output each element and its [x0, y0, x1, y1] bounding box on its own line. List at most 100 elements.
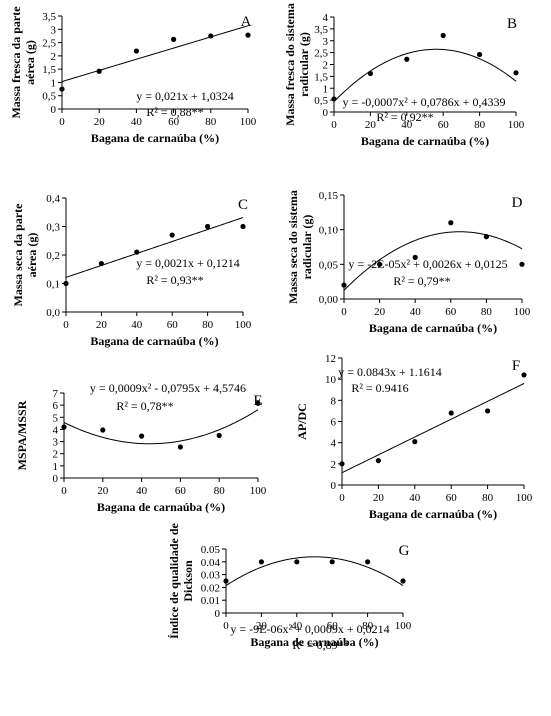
x-tick-label: 40: [131, 319, 143, 331]
x-tick-label: 80: [362, 620, 374, 632]
chart-panel-c: 0,0 0,1 0,2 0,3 0,4 0 20 40 60 80 100 Bagana de car…: [11, 193, 252, 348]
y-tick-label: 2: [51, 51, 57, 63]
y-tick-label: 0: [323, 107, 329, 119]
r-squared: R² = 0,79**: [393, 274, 450, 288]
y-axis-label-line: radicular (g): [300, 215, 314, 280]
y-tick-label: 3,5: [42, 11, 56, 23]
y-tick-label: 0: [51, 104, 57, 116]
y-tick-label: 6: [331, 417, 337, 429]
data-point: [294, 559, 300, 565]
r-squared: R² = 0,78**: [116, 399, 173, 413]
x-tick-label: 20: [94, 116, 106, 128]
x-tick-label: 60: [445, 306, 457, 318]
trend-line: [61, 25, 249, 83]
y-axis-label-line: AP/DC: [295, 403, 309, 440]
x-tick-label: 20: [374, 306, 386, 318]
x-tick-label: 20: [365, 119, 377, 131]
data-point: [245, 32, 251, 38]
x-tick-label: 0: [61, 485, 67, 497]
y-tick-label: 4: [331, 438, 337, 450]
data-point: [339, 461, 345, 467]
y-tick-label: 0,2: [46, 250, 60, 262]
y-tick-label: 0,5: [314, 95, 328, 107]
r-squared: R² = 0,89**: [292, 638, 349, 652]
x-axis-label: Bagana de carnaúba (%): [97, 500, 225, 514]
y-axis-label: Massa fresca do sistemaradicular (g): [283, 3, 311, 126]
y-tick-label: 0.04: [201, 557, 221, 569]
data-point: [400, 578, 406, 584]
x-tick-label: 0: [331, 119, 337, 131]
x-tick-label: 0: [339, 492, 345, 504]
y-axis-label: MSPA/MSSR: [15, 400, 29, 470]
regression-equation: y = -9E-06x² + 0,0009x + 0,0214: [230, 622, 389, 636]
y-tick-label: 3: [53, 437, 59, 449]
data-point: [513, 70, 519, 76]
x-axis-label: Bagana de carnaúba (%): [361, 134, 489, 148]
data-point: [98, 260, 104, 267]
x-tick-label: 100: [240, 116, 257, 128]
x-tick-label: 60: [438, 119, 450, 131]
y-tick-label: 8: [331, 395, 337, 407]
x-tick-label: 40: [409, 492, 421, 504]
r-squared: R² = 0,93**: [146, 273, 203, 287]
x-tick-label: 60: [167, 319, 179, 331]
y-tick-label: 0.02: [201, 582, 220, 594]
panel-letter: D: [512, 195, 523, 211]
y-axis-label-line: radicular (g): [297, 32, 311, 97]
regression-equation: y = 0,0021x + 0,1214: [136, 256, 240, 270]
data-point: [63, 280, 69, 287]
panel-letter: A: [241, 14, 252, 30]
trend-line: [343, 231, 523, 291]
x-tick-label: 100: [395, 620, 412, 632]
chart-panel-f: 0 2 4 6 8 10 12 0 20 40 60 80 100 Bagana de carnaúba …: [295, 353, 533, 521]
data-point: [521, 372, 527, 378]
y-tick-label: 1,5: [42, 64, 56, 76]
x-tick-label: 80: [481, 306, 493, 318]
x-tick-label: 80: [474, 119, 486, 131]
data-point: [412, 439, 418, 445]
y-tick-label: 2: [323, 60, 329, 72]
data-point: [133, 48, 139, 54]
y-axis-label-line: Dickson: [181, 560, 195, 602]
data-point: [448, 410, 454, 416]
y-tick-label: 2: [331, 459, 337, 471]
data-point: [440, 32, 446, 39]
x-tick-label: 60: [327, 620, 339, 632]
trend-line: [333, 48, 517, 103]
trend-line: [65, 217, 244, 278]
data-point: [485, 408, 491, 414]
y-axis-label: Massa fresca da parteaérea (g): [9, 6, 37, 119]
data-point: [216, 432, 222, 439]
y-axis-label-line: Massa seca da parte: [11, 203, 25, 307]
y-axis-label: Massa seca do sistemaradicular (g): [286, 190, 314, 304]
y-tick-label: 2: [53, 449, 59, 461]
x-tick-label: 40: [291, 620, 303, 632]
data-point: [404, 56, 410, 62]
y-axis-label-line: Massa fresca do sistema: [283, 3, 297, 126]
data-point: [365, 559, 371, 565]
y-tick-label: 5: [53, 412, 59, 424]
x-tick-label: 40: [401, 119, 413, 131]
chart-panel-d: 0,00 0,05 0,10 0,15 0 20 40 60 80 100 Bagana de ca…: [286, 190, 531, 335]
y-tick-label: 4: [323, 12, 329, 24]
x-axis-label: Bagana de carnaúba (%): [369, 507, 497, 521]
x-tick-label: 80: [202, 319, 214, 331]
y-axis-label-line: aérea (g): [25, 233, 39, 278]
y-tick-label: 6: [53, 400, 59, 412]
y-tick-label: 0,0: [46, 307, 60, 319]
x-tick-label: 80: [214, 485, 226, 497]
panel-letter: F: [512, 358, 520, 374]
y-tick-label: 0,1: [46, 279, 60, 291]
y-tick-label: 0: [331, 480, 337, 492]
y-tick-label: 3: [323, 36, 329, 48]
x-tick-label: 20: [256, 620, 268, 632]
r-squared: R² = 0,88**: [146, 105, 203, 119]
y-axis-label-line: MSPA/MSSR: [15, 400, 29, 470]
x-tick-label: 100: [514, 306, 531, 318]
y-tick-label: 3: [51, 24, 57, 36]
y-tick-label: 0,00: [319, 294, 339, 306]
